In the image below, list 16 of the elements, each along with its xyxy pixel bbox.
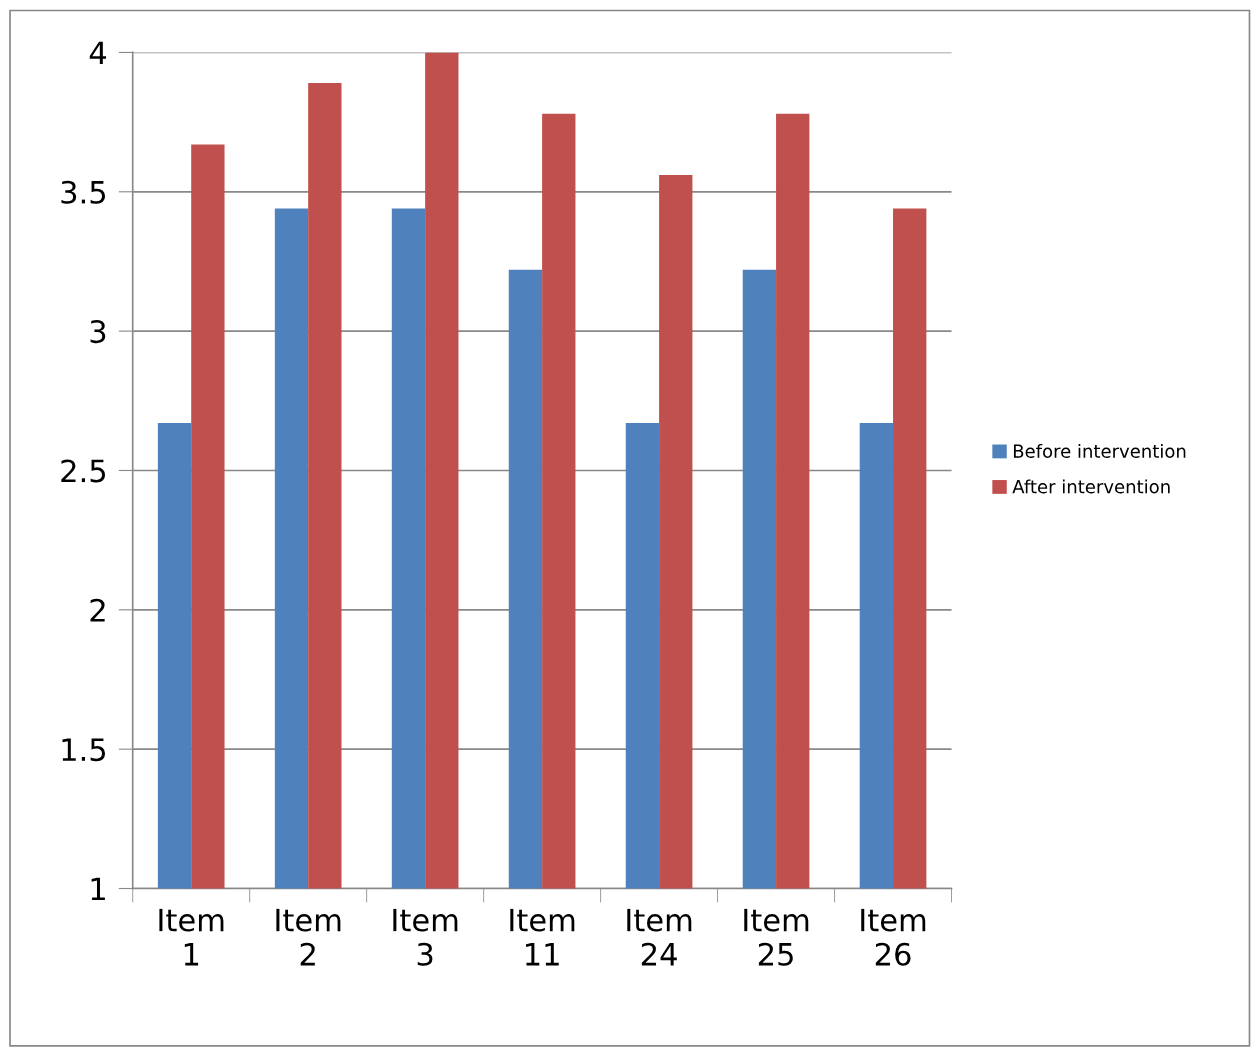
- y-tick-label: 1: [91, 877, 105, 901]
- y-tick-label: 2: [90, 598, 105, 622]
- x-tick-label: Item 24: [627, 908, 692, 966]
- y-tick-label: 3.5: [61, 180, 106, 204]
- x-tick-label: Item 11: [510, 908, 575, 966]
- x-tick-label: Item 26: [861, 908, 926, 966]
- y-tick-label: 2.5: [61, 459, 106, 483]
- legend-label: After intervention: [1012, 479, 1170, 494]
- y-tick-label: 3: [90, 320, 106, 344]
- x-tick-label: Item 1: [159, 908, 224, 966]
- y-tick-label: 1.5: [62, 738, 106, 762]
- x-tick-label: Item 3: [393, 908, 458, 966]
- x-tick-label: Item 2: [276, 908, 341, 966]
- y-tick-label: 4: [89, 41, 106, 65]
- x-tick-label: Item 25: [744, 908, 809, 966]
- legend-label: Before intervention: [1013, 443, 1186, 458]
